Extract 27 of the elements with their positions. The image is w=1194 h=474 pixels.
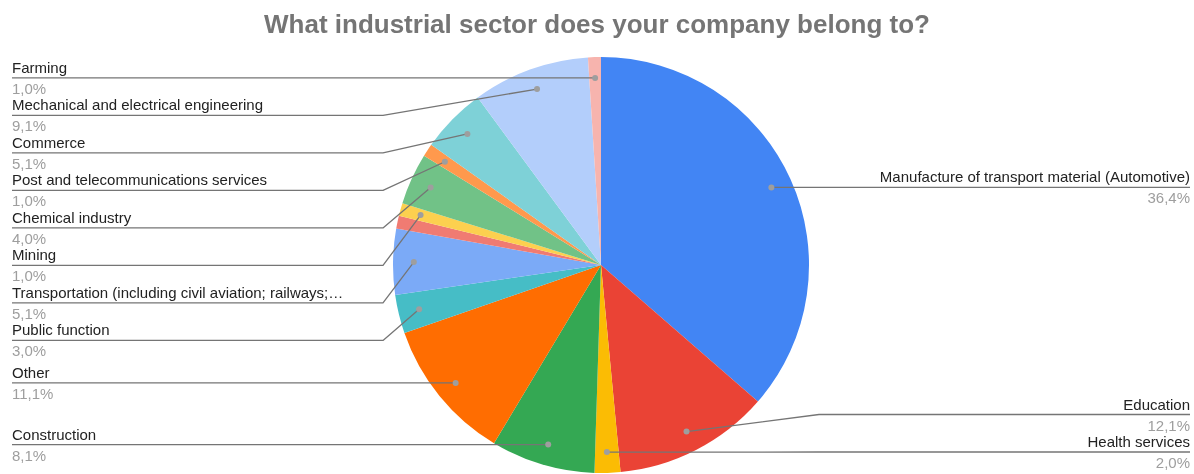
data-label: 11,1% [12,384,54,402]
slice-label: Mechanical and electrical engineering [12,96,263,114]
data-label: 5,1% [12,304,47,322]
slice-label: Health services [1087,433,1190,450]
data-label: 1,0% [12,79,47,97]
slice-label: Transportation (including civil aviation; railways;… [12,283,344,301]
data-label: 8,1% [12,446,47,464]
data-label: 1,0% [12,192,47,210]
slice-label: Other [12,363,50,381]
slice-label: Post and telecommunications services [12,171,268,189]
slice-label: Commerce [12,133,86,151]
slice-label: Manufacture of transport material (Automotive) [879,168,1190,186]
slice-label: Farming [12,58,68,76]
slice-label: Public function [12,321,110,339]
slice-label: Mining [12,246,57,264]
data-label: 4,0% [12,229,47,247]
data-label: 5,1% [12,154,47,172]
slice-label: Education [1123,395,1190,413]
data-label: 9,1% [12,117,47,135]
data-label: 2,0% [1155,454,1190,471]
chart-title: What industrial sector does your company belong to? [264,9,930,40]
data-label: 1,0% [12,267,47,285]
data-label: 3,0% [12,342,47,360]
data-label: 12,1% [1147,416,1190,434]
slice-label: Chemical industry [12,208,132,226]
slice-label: Construction [12,425,97,443]
data-label: 36,4% [1147,189,1190,207]
